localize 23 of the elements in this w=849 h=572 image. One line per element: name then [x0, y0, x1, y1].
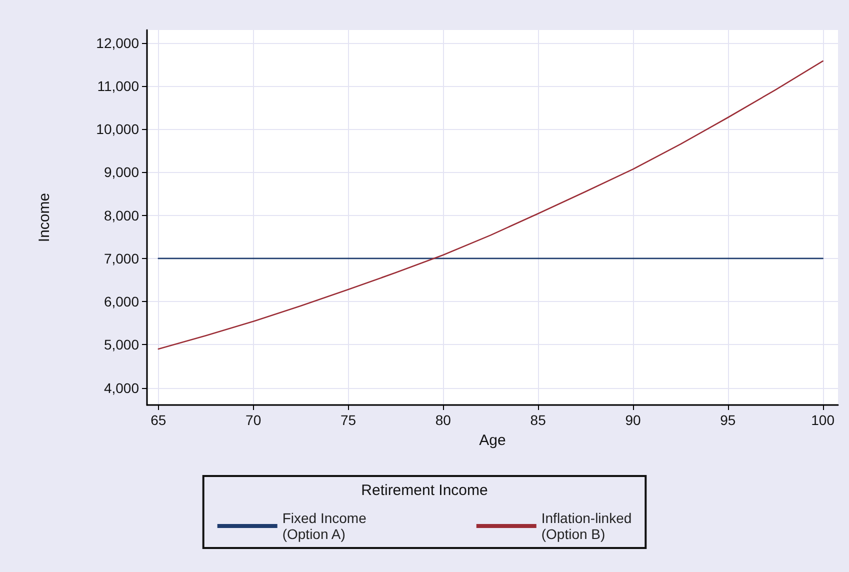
- line-series: [158, 60, 824, 350]
- y-tick-label: 12,000: [96, 34, 140, 51]
- legend-title: Retirement Income: [361, 482, 488, 499]
- x-tick-label: 90: [625, 412, 641, 428]
- y-tick-label: 9,000: [104, 164, 140, 180]
- y-tick-label: 11,000: [97, 78, 140, 94]
- y-tick-label: 7,000: [104, 250, 140, 266]
- x-tick-label: 100: [811, 412, 835, 428]
- y-tick-label: 6,000: [104, 294, 140, 310]
- x-tick-label: 85: [530, 412, 546, 428]
- x-tick-label: 95: [720, 412, 736, 428]
- y-tick-label: 10,000: [96, 121, 140, 138]
- x-tick-label: 65: [150, 412, 166, 428]
- x-tick-label: 70: [246, 412, 262, 428]
- y-tick-label: 4,000: [104, 380, 140, 396]
- y-axis-title: Income: [36, 192, 53, 242]
- legend-label: Fixed Income (Option A): [282, 510, 367, 542]
- y-tick-label: 8,000: [104, 207, 140, 224]
- x-axis-title: Age: [479, 432, 506, 449]
- x-tick-label: 80: [435, 412, 452, 428]
- legend-label: Inflation-linked (Option B): [541, 510, 632, 542]
- y-tick-label: 5,000: [104, 336, 140, 353]
- x-tick-label: 75: [340, 412, 356, 428]
